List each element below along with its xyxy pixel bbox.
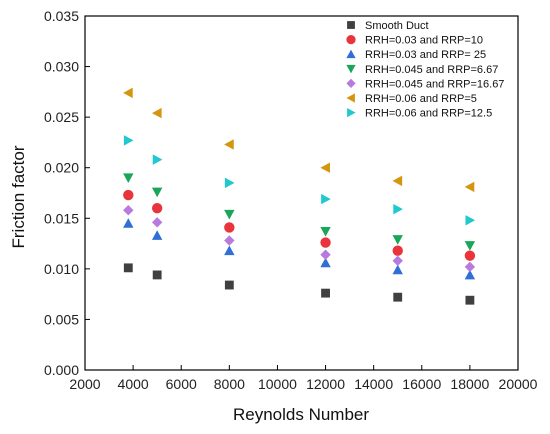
legend-item: Smooth Duct [347,20,429,32]
series-1 [123,189,476,261]
legend-marker [346,49,356,59]
data-point [464,181,475,193]
x-tick-label: 18000 [450,376,489,392]
data-point [464,261,476,273]
data-point [392,255,403,266]
data-point [151,107,162,119]
data-point [224,280,234,290]
legend-label: RRH=0.06 and RRP=5 [365,93,477,105]
series-3 [123,173,476,251]
data-point [465,295,475,305]
data-point [123,204,134,216]
data-point [465,215,476,226]
legend-label: RRH=0.045 and RRP=6.67 [365,64,498,76]
x-tick-label: 10000 [258,376,297,392]
legend-marker [346,64,356,74]
data-point [151,202,163,214]
data-point [151,217,163,228]
x-tick-label: 16000 [402,376,441,392]
y-tick-label: 0.015 [44,210,79,226]
data-point [320,237,331,248]
x-tick-label: 20000 [499,376,538,392]
data-point [152,270,162,280]
legend-item: RRH=0.045 and RRP=16.67 [346,78,504,90]
legend-item: RRH=0.06 and RRP=12.5 [347,108,492,120]
x-tick-label: 2000 [69,376,100,392]
data-point [123,189,134,201]
data-point [123,218,134,228]
data-point [224,245,235,256]
x-tick-label: 4000 [118,376,149,392]
legend-marker [346,35,356,45]
data-point [464,241,476,251]
series-5 [123,87,475,193]
legend-label: Smooth Duct [365,20,429,32]
y-tick-label: 0.025 [44,109,79,125]
data-point [151,230,163,240]
legend-marker [347,21,355,29]
data-point [392,235,403,245]
legend-label: RRH=0.03 and RRP=10 [365,35,483,47]
legend-item: RRH=0.045 and RRP=6.67 [346,64,498,76]
data-point [392,245,403,256]
legend-label: RRH=0.045 and RRP=16.67 [365,78,504,90]
x-tick-label: 8000 [214,376,245,392]
data-point [224,209,235,220]
y-tick-label: 0.010 [44,261,79,277]
legend-item: RRH=0.06 and RRP=5 [346,93,477,105]
series-2 [123,218,476,280]
data-point [392,175,403,187]
y-axis-title: Friction factor [9,145,28,248]
data-point [393,292,403,302]
y-tick-label: 0.020 [44,160,79,176]
legend-item: RRH=0.03 and RRP= 25 [346,49,486,61]
y-tick-label: 0.035 [44,8,79,24]
legend-label: RRH=0.06 and RRP=12.5 [365,108,492,120]
y-tick-label: 0.000 [44,362,79,378]
series-6 [123,135,476,226]
data-point [224,235,235,246]
data-point [392,264,403,275]
x-tick-label: 6000 [166,376,197,392]
x-tick-label: 12000 [306,376,345,392]
data-point [321,288,330,298]
data-point [320,162,330,173]
data-point [321,193,331,205]
series-4 [123,204,476,273]
data-point [224,139,234,150]
series-0 [123,263,475,305]
y-tick-label: 0.030 [44,59,79,75]
data-point [393,203,403,215]
x-axis-title: Reynolds Number [233,405,369,424]
plot-frame [84,15,519,371]
y-tick-label: 0.005 [44,311,79,327]
data-point [320,227,331,237]
data-point [151,187,163,198]
data-point [123,135,134,146]
data-point [320,257,331,268]
legend-marker [346,93,355,103]
data-point [224,177,235,189]
data-point [152,154,163,165]
legend-marker [346,78,356,88]
x-tick-label: 14000 [354,376,393,392]
legend-marker [347,108,356,118]
data-point [123,173,134,184]
data-point [224,222,235,233]
data-point [464,269,476,280]
data-point [464,250,476,261]
data-point [123,263,133,273]
data-point [320,249,331,260]
legend-item: RRH=0.03 and RRP=10 [346,35,483,47]
data-point [123,87,133,99]
legend-label: RRH=0.03 and RRP= 25 [365,49,486,61]
